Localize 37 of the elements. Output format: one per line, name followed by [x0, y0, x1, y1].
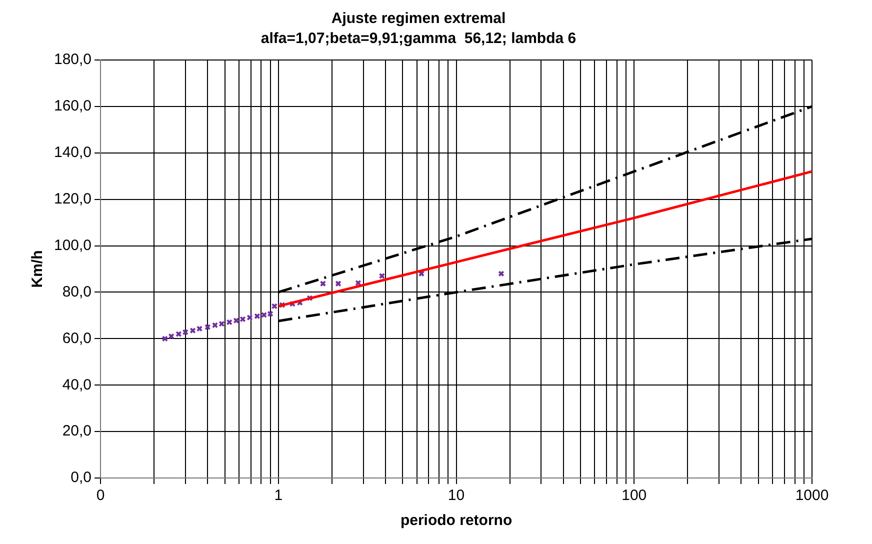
y-tick-label: 120,0: [54, 190, 92, 208]
x-tick-label: 0: [96, 487, 105, 504]
point: [176, 330, 182, 338]
point: [182, 329, 189, 336]
point: [240, 316, 246, 322]
x-axis-title: periodo retorno: [400, 512, 512, 530]
point: [190, 327, 196, 334]
point: [267, 310, 274, 317]
point: [260, 312, 268, 318]
point: [168, 333, 174, 340]
y-tick-label: 80,0: [62, 283, 92, 300]
chart-subtitle: alfa=1,07;beta=9,91;gamma 56,12; lambda 6: [260, 30, 576, 48]
point: [204, 324, 211, 330]
point: [246, 314, 253, 321]
point: [162, 336, 168, 342]
point: [226, 319, 232, 326]
y-tick-label: 100,0: [54, 236, 92, 254]
y-tick-label: 0,0: [70, 469, 92, 486]
y-axis-title: Km/h: [29, 250, 46, 288]
y-tick-label: 20,0: [62, 422, 92, 440]
point: [218, 320, 225, 327]
y-tick-label: 140,0: [54, 144, 92, 162]
point: [233, 317, 240, 324]
point: [289, 300, 296, 307]
point: [196, 326, 203, 332]
chart-title: Ajuste regimen extremal: [331, 10, 506, 28]
x-tick-label: 100: [622, 487, 647, 504]
point: [254, 313, 260, 320]
y-tick-label: 40,0: [62, 376, 92, 394]
x-tick-label: 1000: [795, 487, 829, 504]
y-tick-label: 180,0: [54, 51, 92, 68]
x-tick-label: 10: [448, 487, 465, 504]
point: [296, 300, 303, 306]
y-tick-label: 60,0: [62, 330, 92, 347]
point: [212, 322, 218, 328]
y-tick-label: 160,0: [54, 98, 92, 115]
x-tick-label: 1: [274, 487, 283, 504]
